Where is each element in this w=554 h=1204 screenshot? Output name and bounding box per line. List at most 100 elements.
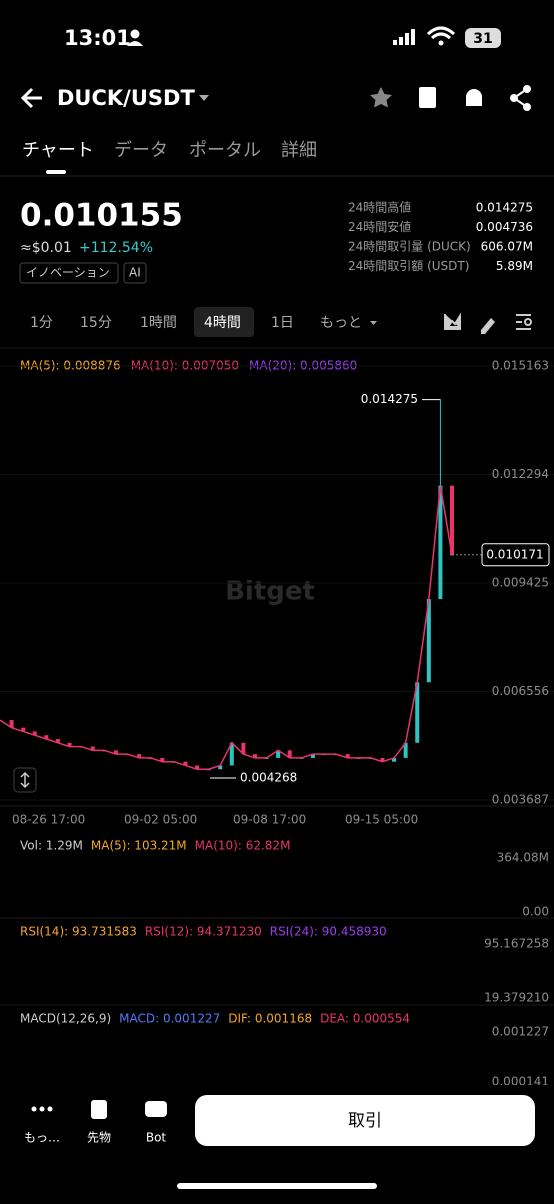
tab[interactable]: 詳細 [281, 140, 317, 161]
x-tick-label: 09-08 17:00 [233, 813, 306, 827]
candle [44, 735, 49, 739]
signal-icon [393, 29, 415, 45]
panel-legend: DIF: 0.001168 [228, 1012, 312, 1026]
interval[interactable]: 15分 [80, 315, 112, 331]
candle [195, 765, 200, 770]
status-time: 13:01 [64, 26, 131, 50]
alert-icon[interactable] [466, 89, 482, 106]
x-tick-label: 09-15 05:00 [345, 813, 418, 827]
interval[interactable]: 1時間 [140, 315, 177, 331]
settings-icon[interactable] [524, 318, 532, 326]
panel-legend: Vol: 1.29M [20, 839, 83, 853]
price-change: +112.54% [79, 240, 153, 256]
y-tick-label: 0.012294 [492, 467, 549, 481]
candle [218, 765, 223, 770]
more-icon[interactable] [31, 1106, 53, 1112]
futures-icon[interactable] [91, 1100, 107, 1119]
panel-legend: DEA: 0.000554 [320, 1012, 410, 1026]
interval-active-bg [194, 307, 254, 337]
stat-value: 0.014275 [476, 201, 533, 215]
candle [229, 742, 234, 766]
stat-label: 24時間取引額 (USDT) [348, 259, 469, 273]
watermark: Bitget [225, 577, 315, 607]
candle [345, 754, 350, 758]
candle [403, 742, 408, 758]
tab[interactable]: データ [114, 140, 168, 161]
tab[interactable]: ポータル [189, 140, 261, 161]
interval[interactable]: 4時間 [204, 315, 241, 331]
trade-button[interactable] [195, 1095, 535, 1146]
interval[interactable]: 1日 [271, 315, 294, 331]
bot-icon[interactable] [145, 1101, 167, 1117]
candle [9, 720, 14, 728]
x-tick-label: 09-02 05:00 [124, 813, 197, 827]
y-tick-label: 0.003687 [492, 793, 549, 807]
panel-axis-label: 0.00 [522, 905, 549, 919]
candle [55, 738, 60, 743]
bottom-nav-label[interactable]: 先物 [87, 1131, 111, 1145]
wifi-icon [438, 40, 444, 46]
panel-legend: MACD(12,26,9) [20, 1012, 111, 1026]
dropdown-caret[interactable] [199, 95, 209, 101]
bottom-nav-label[interactable]: Bot [146, 1131, 167, 1145]
candle [426, 599, 431, 683]
scale-toggle-icon[interactable] [20, 771, 30, 789]
notes-icon[interactable] [419, 87, 436, 108]
candle [276, 750, 281, 758]
stat-label: 24時間取引量 (DUCK) [348, 240, 471, 254]
tag [123, 262, 147, 284]
tab-indicator [46, 170, 66, 174]
trade-button-label[interactable]: 取引 [348, 1111, 382, 1131]
stat-value: 606.07M [481, 240, 533, 254]
candle [32, 731, 37, 736]
last-price: 0.010155 [20, 198, 183, 234]
interval[interactable]: もっと [320, 315, 362, 331]
last-price-label: 0.010171 [486, 547, 543, 561]
candle [450, 485, 454, 556]
candle [21, 727, 26, 732]
candle [183, 761, 188, 766]
dropdown-caret[interactable] [370, 321, 377, 325]
share-icon[interactable] [510, 85, 531, 111]
wifi-icon [426, 26, 456, 40]
panel-legend: MA(10): 62.82M [195, 839, 291, 853]
interval[interactable]: 1分 [30, 315, 53, 331]
draw-icon[interactable] [481, 318, 495, 334]
candle [252, 754, 257, 758]
candle [137, 754, 142, 758]
candle [438, 485, 443, 600]
panel-axis-label: 0.001227 [492, 1025, 549, 1039]
panel-axis-label: 95.167258 [484, 937, 549, 951]
fiat-price: ≈$0.01 [20, 240, 72, 256]
battery [465, 28, 501, 48]
panel-legend: MACD: 0.001227 [119, 1012, 220, 1026]
back-button[interactable] [20, 87, 42, 109]
x-tick-label: 08-26 17:00 [12, 813, 85, 827]
scale-toggle[interactable] [13, 767, 37, 793]
stat-value: 5.89M [496, 259, 533, 273]
stat-value: 0.004736 [476, 220, 533, 234]
candle [67, 742, 72, 747]
favorite-icon[interactable] [370, 87, 392, 108]
panel-legend: RSI(24): 90.458930 [270, 925, 387, 939]
candle [287, 750, 292, 758]
candle [160, 757, 165, 762]
home-indicator [177, 1183, 377, 1189]
tab[interactable]: チャート [22, 140, 94, 161]
panel-axis-label: 364.08M [497, 851, 549, 865]
close-line [0, 485, 453, 771]
last-price-box [481, 543, 550, 567]
pair-title[interactable]: DUCK/USDT [57, 86, 195, 110]
bottom-nav-label[interactable]: もっ… [24, 1131, 60, 1145]
indicator-icon[interactable] [444, 312, 461, 330]
settings-icon[interactable] [516, 314, 531, 330]
low-label: 0.004268 [240, 771, 297, 785]
candle [90, 746, 95, 751]
candle [380, 757, 385, 762]
panel-axis-label: 19.379210 [484, 991, 549, 1005]
tag-text: AI [129, 266, 141, 280]
battery-level: 31 [473, 31, 492, 47]
panel-legend: RSI(14): 93.731583 [20, 925, 137, 939]
candle [310, 754, 315, 758]
y-tick-label: 0.015163 [492, 359, 549, 373]
